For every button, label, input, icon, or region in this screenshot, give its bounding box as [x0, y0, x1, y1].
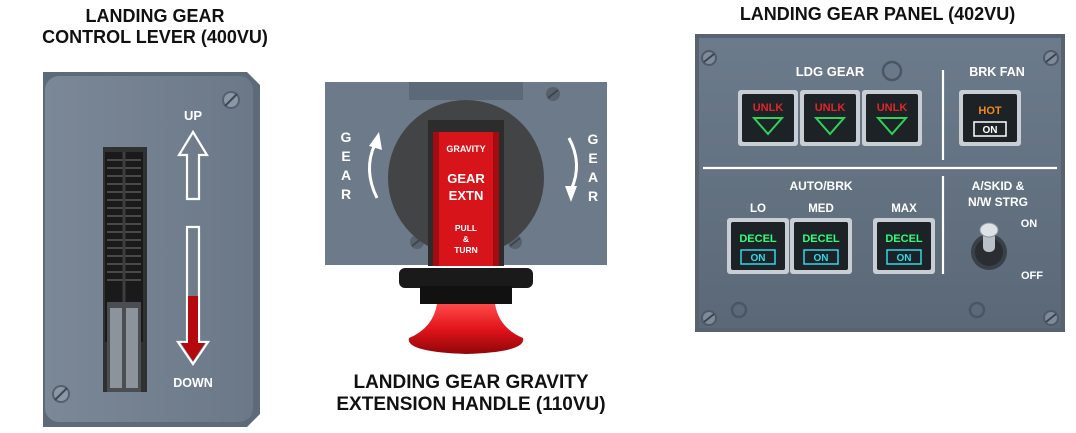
autobrk-mode-lo-label: LO [750, 203, 766, 215]
ldg-gear-indicator-right: UNLK [862, 90, 922, 146]
brk-fan-on-box [973, 121, 1007, 137]
gravity-caption: LANDING GEAR GRAVITY EXTENSION HANDLE (1… [296, 372, 646, 416]
ldg-gear-title: LDG GEAR [796, 64, 865, 79]
handle-ampersand-label: & [463, 234, 469, 244]
brk-fan-title: BRK FAN [969, 65, 1025, 79]
counterclockwise-arrow-icon [368, 132, 382, 199]
decel-on-label: ON [897, 253, 912, 264]
ldg-ring-icon [968, 301, 986, 319]
gear-letter-right: E [588, 150, 597, 166]
gravity-extension-panel: GRAVITY GEAR EXTN PULL & TURN G E A R G … [325, 82, 607, 354]
gravity-panel-top-recess [409, 82, 523, 100]
handle-turn-label: TURN [454, 245, 478, 255]
decel-on-label: ON [751, 253, 766, 264]
autobrk-max-button[interactable]: DECEL ON [873, 218, 935, 274]
gear-letter-right: R [588, 188, 598, 204]
decel-label: DECEL [885, 233, 923, 245]
ldg-ring-icon [881, 60, 903, 82]
brk-fan-button[interactable]: HOT ON [959, 90, 1021, 146]
gear-letter-right: G [588, 131, 599, 147]
gear-letter-left: R [341, 186, 351, 202]
ldg-gear-indicator-nose: UNLK [800, 90, 860, 146]
gear-down-triangle-icon [751, 117, 785, 136]
gear-letters-right: G E A R [588, 131, 599, 204]
unlk-label: UNLK [877, 102, 908, 114]
gravity-handle-base [399, 268, 533, 288]
ldg-panel-face [699, 38, 1061, 328]
lever-caption-line2: CONTROL LEVER (400VU) [42, 26, 268, 47]
gravity-screw-icon [546, 87, 560, 101]
brk-fan-on-label: ON [983, 125, 998, 136]
askid-toggle-switch[interactable] [971, 222, 1007, 270]
panel-caption: LANDING GEAR PANEL (402VU) [739, 4, 1016, 24]
gear-letter-left: A [341, 167, 351, 183]
gear-letter-left: E [341, 148, 350, 164]
decel-on-box [803, 249, 839, 265]
gear-lever-panel: UP DOWN [43, 72, 260, 427]
autobrk-title: AUTO/BRK [789, 179, 852, 193]
handle-pull-label: PULL [455, 223, 477, 233]
ldg-gear-indicator-left: UNLK [738, 90, 798, 146]
gravity-extension-handle[interactable] [433, 132, 499, 266]
landing-gear-panel: LDG GEAR UNLK UNLK UNLK BRK FAN HOT ON A… [695, 34, 1065, 332]
decel-label: DECEL [739, 233, 777, 245]
lever-screw-icon [222, 91, 240, 109]
lever-up-label: UP [184, 108, 202, 123]
lever-caption: LANDING GEAR CONTROL LEVER (400VU) [20, 6, 290, 47]
brk-fan-hot-label: HOT [978, 105, 1002, 117]
ldg-screw-icon [1043, 310, 1059, 326]
lever-caption-line1: LANDING GEAR [85, 6, 225, 26]
gravity-caption-line2: EXTENSION HANDLE (110VU) [336, 393, 606, 415]
ldg-ring-icon [730, 301, 748, 319]
autobrk-lo-button[interactable]: DECEL ON [727, 218, 789, 274]
askid-title-line2: N/W STRG [968, 195, 1028, 209]
up-arrow-icon [177, 129, 209, 201]
handle-extn-label: EXTN [449, 188, 484, 203]
handle-gravity-label: GRAVITY [446, 144, 485, 154]
gear-down-triangle-icon [813, 117, 847, 136]
gravity-pull-knob[interactable] [408, 304, 524, 354]
gravity-caption-line1: LANDING GEAR GRAVITY [353, 372, 589, 393]
decel-on-box [886, 249, 922, 265]
decel-on-box [740, 249, 776, 265]
lever-panel-face [45, 76, 253, 422]
askid-title-line1: A/SKID & [972, 179, 1025, 193]
unlk-label: UNLK [815, 102, 846, 114]
ldg-screw-icon [701, 310, 717, 326]
gear-lever-handle[interactable] [105, 152, 143, 392]
askid-on-label: ON [1021, 218, 1038, 230]
autobrk-mode-max-label: MAX [891, 203, 917, 215]
gear-letter-right: A [588, 169, 598, 185]
handle-gear-label: GEAR [447, 171, 485, 186]
down-arrow-icon [175, 225, 211, 366]
autobrk-med-button[interactable]: DECEL ON [790, 218, 852, 274]
ldg-screw-icon [1043, 50, 1059, 66]
lever-down-label: DOWN [173, 376, 213, 390]
gear-letter-left: G [341, 129, 352, 145]
lever-screw-icon [52, 385, 70, 403]
autobrk-mode-med-label: MED [808, 203, 834, 215]
ldg-screw-icon [701, 50, 717, 66]
gear-letters-left: G E A R [341, 129, 352, 202]
decel-on-label: ON [814, 253, 829, 264]
unlk-label: UNLK [753, 102, 784, 114]
decel-label: DECEL [802, 233, 840, 245]
gear-down-triangle-icon [875, 117, 909, 136]
clockwise-arrow-icon [565, 137, 578, 202]
askid-off-label: OFF [1021, 270, 1043, 282]
gravity-handle-collar [420, 286, 512, 304]
